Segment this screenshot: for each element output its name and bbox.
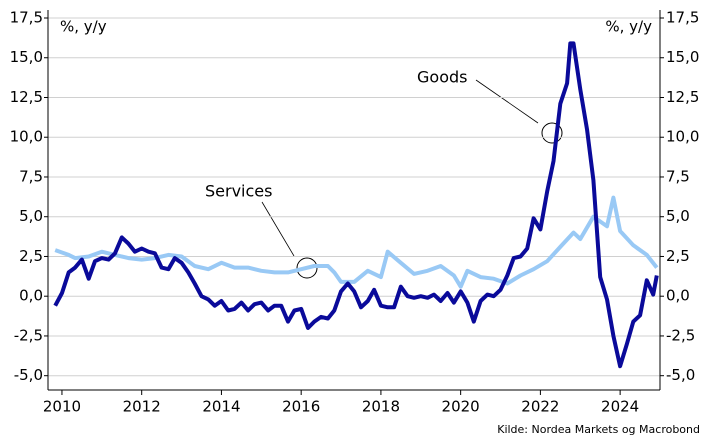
- y-tick-label: 2,5: [19, 247, 43, 265]
- y-tick-label: -5,0: [14, 366, 43, 384]
- series-annotation: Goods: [417, 68, 467, 87]
- series-line: [54, 195, 659, 289]
- y-tick-label: 17,5: [10, 9, 43, 27]
- x-tick-label: 2020: [442, 398, 480, 416]
- y2-tick-label: -5,0: [666, 366, 695, 384]
- x-tick-label: 2014: [202, 398, 240, 416]
- y-tick-label: 10,0: [10, 128, 43, 146]
- leader-line: [261, 201, 295, 257]
- x-tick-label: 2024: [601, 398, 639, 416]
- source: Kilde: Nordea Markets og Macrobond: [497, 423, 700, 436]
- x-tick-label: 2022: [521, 398, 559, 416]
- y-tick-label: 12,5: [10, 88, 43, 106]
- y2-tick-label: 2,5: [666, 247, 690, 265]
- y2-tick-label: 5,0: [666, 207, 690, 225]
- series-annotation: Services: [205, 182, 272, 201]
- y-tick-label: 7,5: [19, 167, 43, 185]
- y2-tick-label: -2,5: [666, 326, 695, 344]
- y-axis-label: %, y/y: [60, 18, 107, 36]
- y2-tick-label: 12,5: [666, 88, 699, 106]
- y2-tick-label: 10,0: [666, 128, 699, 146]
- y2-axis-label: %, y/y: [605, 18, 652, 36]
- y-tick-label: 5,0: [19, 207, 43, 225]
- y-tick-label: -2,5: [14, 326, 43, 344]
- annotation-circle: [541, 122, 563, 144]
- y2-tick-label: 0,0: [666, 287, 690, 305]
- y-tick-label: 15,0: [10, 48, 43, 66]
- y2-tick-label: 15,0: [666, 48, 699, 66]
- series-line: [53, 41, 659, 369]
- leader-line: [475, 79, 539, 124]
- y2-tick-label: 7,5: [666, 167, 690, 185]
- x-tick-label: 2012: [123, 398, 161, 416]
- y2-tick-label: 17,5: [666, 9, 699, 27]
- x-tick-label: 2016: [282, 398, 320, 416]
- y-tick-label: 0,0: [19, 287, 43, 305]
- x-tick-label: 2018: [362, 398, 400, 416]
- x-tick-label: 2010: [43, 398, 81, 416]
